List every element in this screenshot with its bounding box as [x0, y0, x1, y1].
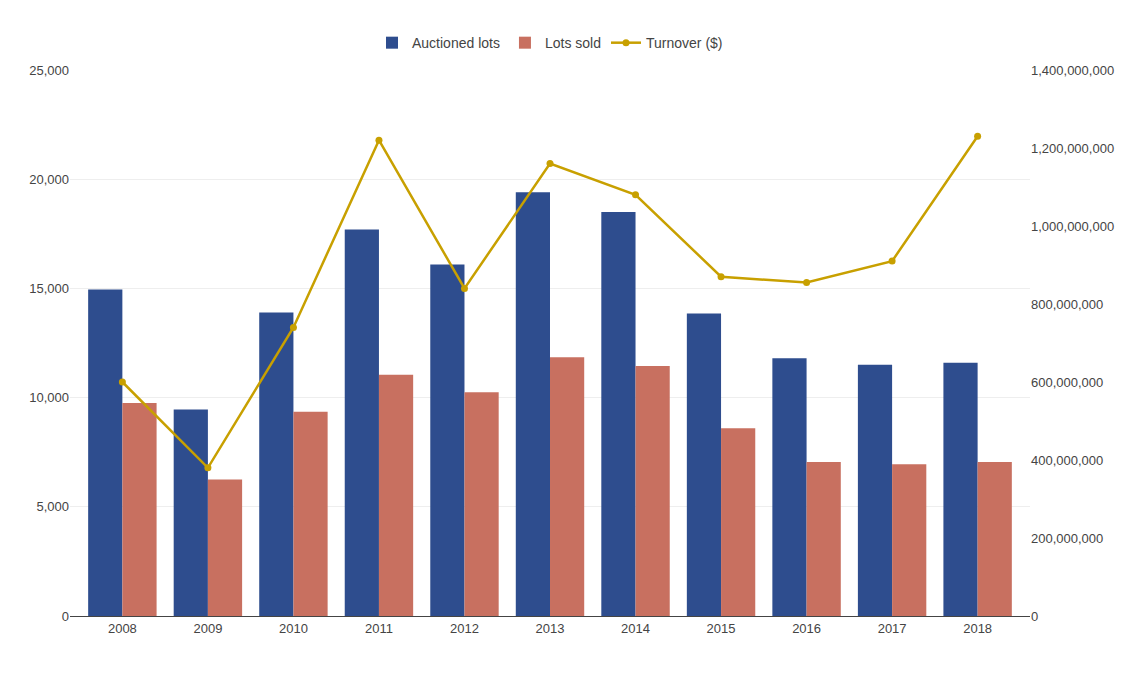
svg-text:25,000: 25,000 — [29, 63, 69, 78]
svg-text:2012: 2012 — [450, 621, 479, 636]
svg-text:2008: 2008 — [108, 621, 137, 636]
svg-text:2016: 2016 — [792, 621, 821, 636]
svg-text:2014: 2014 — [621, 621, 650, 636]
svg-text:2009: 2009 — [193, 621, 222, 636]
svg-text:10,000: 10,000 — [29, 390, 69, 405]
svg-text:0: 0 — [1031, 609, 1038, 624]
svg-text:5,000: 5,000 — [36, 499, 69, 514]
svg-text:1,400,000,000: 1,400,000,000 — [1031, 63, 1114, 78]
svg-text:2017: 2017 — [878, 621, 907, 636]
svg-text:15,000: 15,000 — [29, 281, 69, 296]
svg-text:2018: 2018 — [963, 621, 992, 636]
svg-text:200,000,000: 200,000,000 — [1031, 531, 1103, 546]
svg-text:20,000: 20,000 — [29, 172, 69, 187]
svg-text:2011: 2011 — [365, 621, 393, 636]
svg-text:400,000,000: 400,000,000 — [1031, 453, 1103, 468]
svg-text:0: 0 — [62, 609, 69, 624]
svg-text:800,000,000: 800,000,000 — [1031, 297, 1103, 312]
svg-text:1,000,000,000: 1,000,000,000 — [1031, 219, 1114, 234]
svg-text:2010: 2010 — [279, 621, 308, 636]
svg-text:600,000,000: 600,000,000 — [1031, 375, 1103, 390]
svg-text:Auctioned lots: Auctioned lots — [412, 35, 500, 51]
svg-text:2015: 2015 — [707, 621, 736, 636]
svg-text:2013: 2013 — [536, 621, 565, 636]
svg-text:Turnover ($): Turnover ($) — [646, 35, 723, 51]
svg-text:Lots sold: Lots sold — [545, 35, 601, 51]
svg-text:1,200,000,000: 1,200,000,000 — [1031, 141, 1114, 156]
